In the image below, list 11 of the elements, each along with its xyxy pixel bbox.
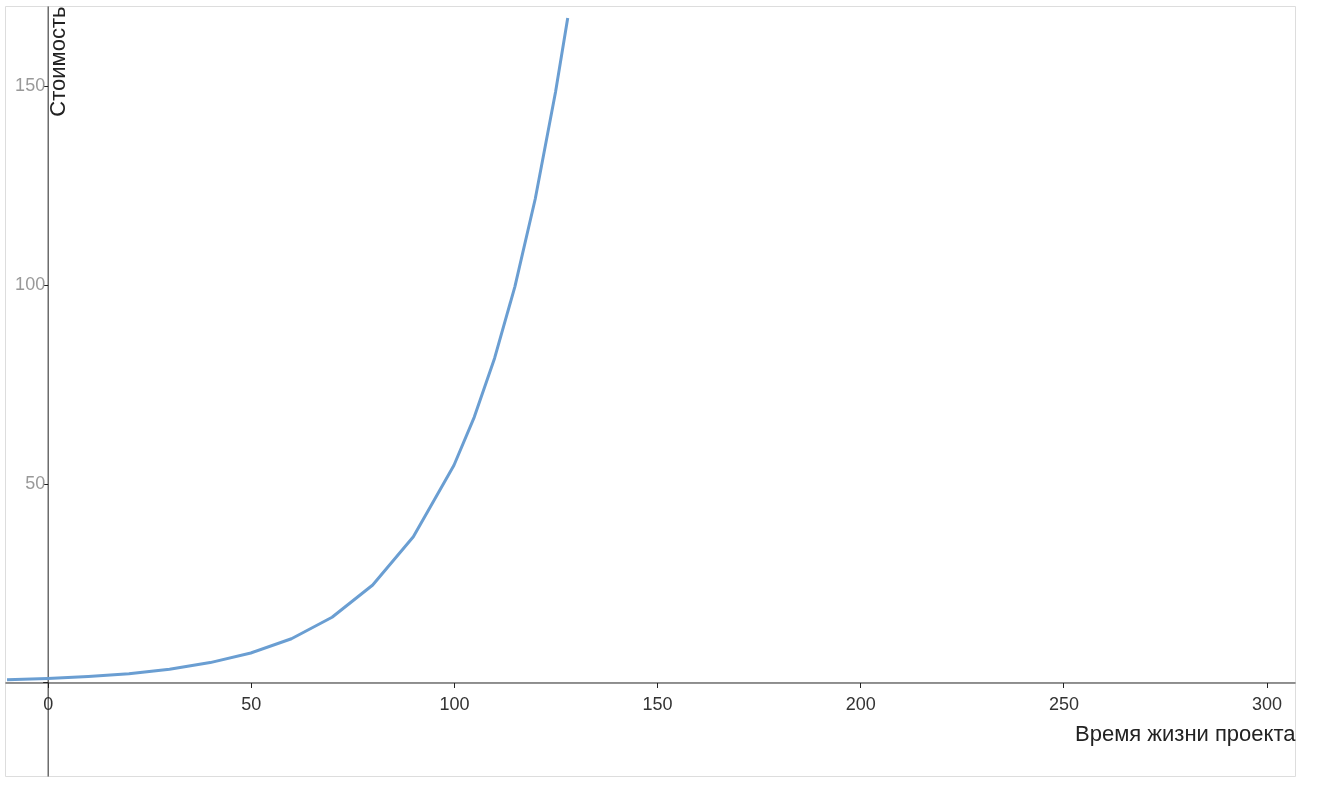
y-tick-label: 50 bbox=[25, 473, 46, 494]
x-tick-label: 200 bbox=[845, 693, 876, 714]
x-tick-label: 150 bbox=[642, 693, 673, 714]
x-axis-title: Время жизни проекта bbox=[1075, 720, 1297, 746]
x-tick-label: 100 bbox=[439, 693, 470, 714]
x-tick-label: 50 bbox=[241, 693, 262, 714]
x-tick-label: 250 bbox=[1048, 693, 1079, 714]
y-tick-label: 150 bbox=[15, 75, 46, 96]
y-axis-title: Стоимость bbox=[45, 6, 71, 117]
x-tick-label: 300 bbox=[1252, 693, 1283, 714]
y-tick-label: 100 bbox=[15, 274, 46, 295]
